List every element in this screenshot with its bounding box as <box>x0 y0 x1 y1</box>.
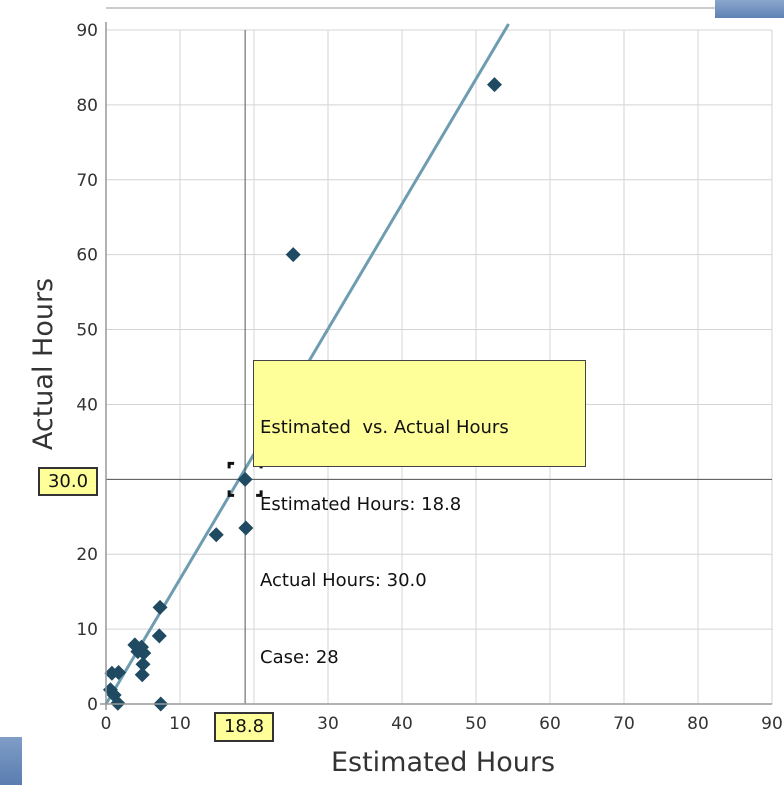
x-tick-label: 70 <box>613 714 635 734</box>
crosshair-x-value-label: 18.8 <box>214 712 274 742</box>
y-tick-label: 60 <box>76 246 98 266</box>
data-point[interactable] <box>238 520 254 536</box>
data-point[interactable] <box>285 247 301 263</box>
y-tick-label: 50 <box>76 321 98 341</box>
y-tick-label: 40 <box>76 395 98 415</box>
x-axis-title: Estimated Hours <box>331 747 555 778</box>
axes <box>100 7 772 710</box>
x-tick-label: 0 <box>101 714 112 734</box>
tooltip-case: Case: 28 <box>260 646 339 668</box>
x-tick-label: 60 <box>539 714 561 734</box>
crosshair-y-value-label: 30.0 <box>38 467 98 496</box>
y-tick-label: 20 <box>76 545 98 565</box>
background-window-strip <box>715 0 784 18</box>
bracket-corner <box>227 490 235 497</box>
background-window-strip <box>0 737 22 785</box>
data-point[interactable] <box>237 471 253 487</box>
y-axis-title: Actual Hours <box>28 278 59 450</box>
tooltip-estimated-hours: Estimated Hours: 18.8 <box>260 493 462 515</box>
tooltip-title: Estimated vs. Actual Hours <box>260 417 509 438</box>
x-tick-label: 40 <box>391 714 413 734</box>
data-point[interactable] <box>487 77 502 93</box>
crosshair-layer <box>106 30 772 704</box>
data-point[interactable] <box>134 667 150 683</box>
y-tick-label: 90 <box>76 21 98 41</box>
data-points <box>102 77 502 712</box>
bracket-corner <box>227 461 235 469</box>
tick-labels: 0 10 30 40 50 60 70 80 90 0 10 20 40 50 60 70 80 90 <box>76 21 782 734</box>
x-tick-label: 50 <box>465 714 487 734</box>
data-point-tooltip: Estimated vs. Actual Hours Estimated Hou… <box>253 360 586 668</box>
y-tick-label: 70 <box>76 171 98 191</box>
data-point[interactable] <box>152 599 168 615</box>
x-tick-label: 90 <box>761 714 783 734</box>
y-tick-label: 80 <box>76 96 98 116</box>
x-tick-label: 30 <box>317 714 339 734</box>
y-tick-label: 10 <box>76 620 98 640</box>
data-point[interactable] <box>111 665 127 681</box>
data-point[interactable] <box>135 656 151 672</box>
x-tick-label: 80 <box>687 714 709 734</box>
data-point[interactable] <box>208 527 224 543</box>
tooltip-actual-hours: Actual Hours: 30.0 <box>260 570 427 591</box>
bracket-corner <box>256 490 263 497</box>
x-tick-label: 10 <box>169 714 191 734</box>
y-tick-label: 0 <box>87 695 98 715</box>
data-point[interactable] <box>151 628 167 644</box>
data-point[interactable] <box>136 645 152 661</box>
